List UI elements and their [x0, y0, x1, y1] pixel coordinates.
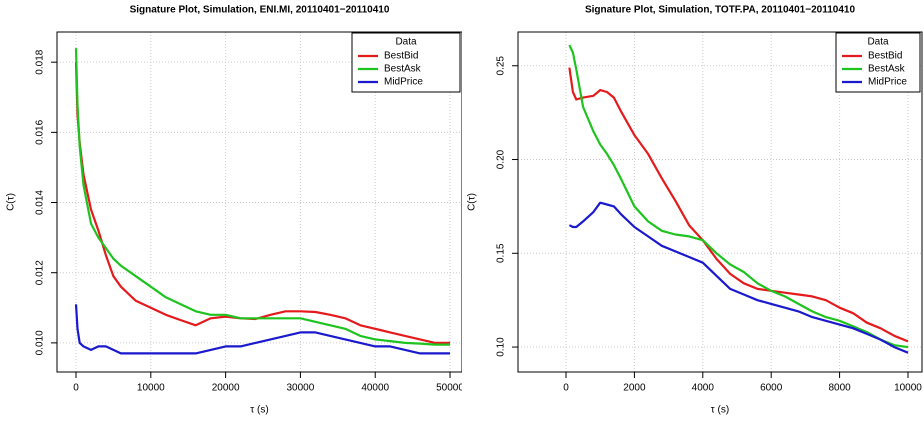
x-tick-label: 20000 — [212, 383, 240, 394]
x-tick-label: 8000 — [828, 383, 851, 394]
chart: Signature Plot, Simulation, TOTF.PA, 201… — [467, 5, 923, 416]
x-tick-label: 0 — [73, 383, 79, 394]
line-series — [568, 201, 909, 354]
y-tick-label: 0.20 — [496, 149, 507, 169]
line-series — [74, 48, 450, 346]
legend-title: Data — [395, 37, 417, 48]
y-tick-label: 0.010 — [35, 330, 46, 355]
y-tick-label: 0.25 — [496, 56, 507, 76]
chart-title: Signature Plot, Simulation, TOTF.PA, 201… — [585, 5, 855, 16]
legend-label: BestAsk — [868, 64, 906, 75]
y-tick-label: 0.012 — [35, 260, 46, 285]
line-series — [568, 44, 909, 349]
legend-label: BestBid — [384, 51, 418, 62]
x-tick-label: 2000 — [623, 383, 646, 394]
legend-label: BestAsk — [384, 64, 422, 75]
y-axis-label: C(τ) — [6, 193, 17, 211]
x-tick-label: 0 — [563, 383, 569, 394]
legend-label: MidPrice — [384, 77, 423, 88]
x-tick-label: 30000 — [287, 383, 315, 394]
x-tick-label: 4000 — [692, 383, 715, 394]
y-tick-label: 0.014 — [35, 190, 46, 215]
x-tick-label: 10000 — [894, 383, 922, 394]
plot-frame — [517, 31, 923, 373]
plot-frame — [56, 31, 462, 373]
chart: Signature Plot, Simulation, ENI.MI, 2011… — [6, 5, 462, 416]
line-series — [74, 304, 450, 355]
line-series — [74, 62, 450, 344]
x-tick-label: 6000 — [760, 383, 783, 394]
y-tick-label: 0.15 — [496, 243, 507, 263]
x-axis-label: τ (s) — [250, 405, 268, 416]
legend-label: BestBid — [868, 51, 902, 62]
chart-title: Signature Plot, Simulation, ENI.MI, 2011… — [130, 5, 390, 16]
y-axis-label: C(τ) — [467, 193, 478, 211]
y-tick-label: 0.016 — [35, 119, 46, 144]
x-axis-label: τ (s) — [711, 405, 729, 416]
legend-label: MidPrice — [868, 77, 907, 88]
x-tick-label: 10000 — [137, 383, 165, 394]
x-tick-label: 40000 — [361, 383, 389, 394]
legend-title: Data — [867, 37, 889, 48]
line-series — [568, 67, 909, 343]
y-tick-label: 0.018 — [35, 49, 46, 74]
y-tick-label: 0.10 — [496, 337, 507, 357]
x-tick-label: 50000 — [436, 383, 462, 394]
